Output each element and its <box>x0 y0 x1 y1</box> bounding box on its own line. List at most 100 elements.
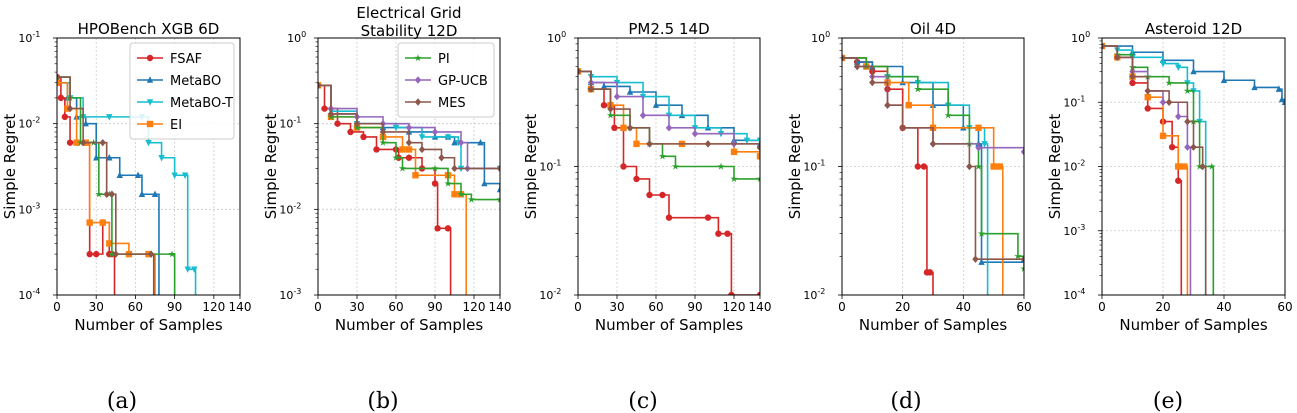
legend-box <box>129 42 235 140</box>
data-point <box>944 111 952 119</box>
data-point <box>399 146 406 153</box>
data-point <box>61 113 69 121</box>
data-point <box>975 144 982 152</box>
data-point <box>990 163 997 170</box>
data-point <box>434 225 441 232</box>
data-point <box>1184 143 1191 151</box>
data-point <box>379 128 387 136</box>
data-point <box>1114 53 1121 62</box>
data-point <box>633 175 640 183</box>
data-point <box>108 250 116 258</box>
x-axis-label: Number of Samples <box>74 316 222 334</box>
data-point <box>606 111 615 119</box>
data-point <box>1159 98 1167 106</box>
data-point <box>611 124 618 132</box>
data-point <box>405 123 413 132</box>
legend-entry: MetaBO-T <box>170 96 233 111</box>
y-axis-label: Simple Regret <box>262 114 280 220</box>
data-point <box>914 85 922 93</box>
data-point <box>704 214 712 221</box>
data-point <box>1175 177 1182 184</box>
data-point <box>318 81 322 90</box>
data-point <box>392 153 400 161</box>
data-point <box>444 179 452 187</box>
legend-marker <box>414 54 422 62</box>
data-point <box>82 119 89 127</box>
data-point <box>974 162 983 170</box>
data-point <box>93 250 100 258</box>
data-point <box>457 138 465 147</box>
data-point <box>451 138 458 146</box>
data-point <box>914 163 922 170</box>
y-axis-label: Simple Regret <box>522 114 540 220</box>
data-point <box>920 163 928 170</box>
data-point <box>600 82 608 90</box>
data-point <box>978 258 985 265</box>
x-tick-label: 0 <box>574 300 582 314</box>
data-point <box>639 111 647 120</box>
data-point <box>620 124 627 132</box>
data-point <box>321 105 328 112</box>
chart-title: PM2.5 14D <box>628 20 709 38</box>
data-point <box>1020 148 1024 156</box>
y-tick-label: 10-1 <box>18 30 40 45</box>
panel-label: (d) <box>890 389 921 413</box>
data-point <box>1190 143 1197 151</box>
data-point <box>103 190 110 198</box>
data-point <box>444 134 452 141</box>
y-tick-label: 10-2 <box>279 201 301 216</box>
data-point <box>347 128 354 136</box>
data-point <box>405 154 413 161</box>
series-line-ei <box>318 84 467 295</box>
x-tick-label: 120 <box>463 300 486 314</box>
data-point <box>79 138 87 147</box>
data-point <box>392 124 400 132</box>
series-line-metabo-t <box>842 57 989 295</box>
data-point <box>99 138 106 147</box>
data-point <box>168 250 176 258</box>
data-point <box>405 146 413 153</box>
data-point <box>373 146 380 153</box>
data-point <box>1159 132 1167 140</box>
data-point <box>756 137 760 144</box>
data-point <box>95 190 103 198</box>
data-point <box>1020 255 1024 263</box>
data-point <box>116 171 123 178</box>
y-axis-label: Simple Regret <box>1046 114 1064 220</box>
data-point <box>66 139 74 146</box>
y-tick-label: 10-1 <box>1063 94 1085 109</box>
legend-entry: GP-UCB <box>438 74 488 89</box>
data-point <box>1175 112 1182 121</box>
data-point <box>106 154 113 161</box>
y-tick-label: 10-4 <box>1063 287 1085 302</box>
data-point <box>145 139 152 147</box>
x-tick-label: 20 <box>895 300 910 314</box>
data-point <box>457 190 465 198</box>
data-point <box>353 119 361 128</box>
data-point <box>405 138 413 147</box>
data-point <box>756 175 760 183</box>
data-point <box>191 266 198 273</box>
y-tick-label: 10-3 <box>279 287 301 302</box>
data-point <box>477 138 484 146</box>
chart-panel: 0 20 40 60 100 10-1 10-2 10-3 10-4 Asteroid 12D Nu… <box>1046 20 1293 413</box>
axes-frame <box>56 37 241 296</box>
chart-title: HPOBench XGB 6D <box>78 20 220 38</box>
x-tick-label: 40 <box>956 300 971 314</box>
x-tick-label: 0 <box>838 300 846 314</box>
legend-marker <box>414 76 422 84</box>
data-point <box>899 124 906 132</box>
x-tick-label: 30 <box>89 300 104 314</box>
data-point <box>112 250 120 258</box>
data-point <box>86 250 93 258</box>
data-point <box>181 172 189 179</box>
data-point <box>1102 42 1106 50</box>
data-point <box>626 88 634 95</box>
x-tick-label: 140 <box>489 300 512 314</box>
legend-entry: MES <box>438 96 466 111</box>
panel-label: (e) <box>1153 389 1183 413</box>
data-point <box>1183 87 1192 95</box>
data-point <box>151 190 159 197</box>
data-point <box>728 291 735 295</box>
